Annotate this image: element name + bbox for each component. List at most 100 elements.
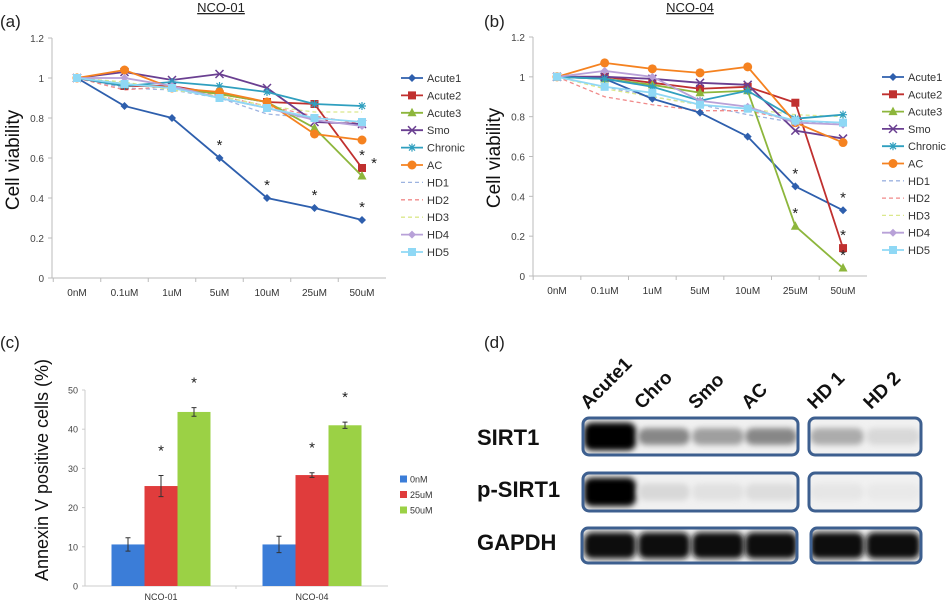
chart-b-legend-acute2-label: Acute2	[908, 89, 942, 101]
chart-b-y-tick-label: 0.4	[511, 192, 525, 203]
chart-b-x-tick-label: 0nM	[547, 286, 566, 297]
chart-b-series-hd5-marker	[600, 82, 609, 91]
blot-lane-label: Acute1	[577, 354, 637, 414]
chart-b-series-ac-marker	[743, 62, 753, 72]
chart-a-y-tick-label: 0.4	[30, 194, 44, 205]
chart-c-legend-label-0nm: 0nM	[410, 475, 428, 485]
chart-c-y-tick-label: 20	[68, 503, 78, 513]
chart-b: 0 0.2 0.4 0.6 0.8 1 1.2 0nM 0.1uM 1uM 5uM 10uM 25uM 5…	[511, 33, 946, 297]
blot-bands	[584, 477, 797, 507]
chart-a-legend-hd3-label: HD3	[427, 212, 449, 224]
chart-a-series-acute1-marker	[310, 204, 319, 212]
chart-b-significance-star: *	[840, 189, 846, 206]
chart-b-legend-ac-label: AC	[908, 159, 923, 171]
blot-frame	[807, 471, 923, 513]
chart-c-y-tick-label: 50	[68, 386, 78, 396]
chart-c-bar-50um	[177, 411, 211, 586]
chart-b-legend-hd5-label: HD5	[908, 245, 930, 257]
chart-a-series-hd5-marker	[358, 118, 366, 126]
chart-b-series-acute1-marker	[791, 182, 800, 191]
chart-a-x-tick-label: 25uM	[302, 288, 327, 299]
blot-membrane	[583, 418, 798, 455]
chart-a-legend-hd4-marker	[408, 230, 416, 239]
chart-c-y-tick-label: 0	[73, 582, 78, 592]
panel-label-c: (c)	[0, 333, 20, 352]
chart-b-y-tick-label: 0.2	[511, 232, 525, 243]
blot-lane-label: HD 1	[804, 368, 850, 414]
chart-a-legend-hd5-marker	[408, 248, 416, 256]
blot-band-ac	[745, 532, 796, 559]
chart-a-series-ac-marker	[310, 129, 319, 139]
chart-b-series-hd5-marker	[791, 116, 800, 125]
chart-a-series-acute3-marker	[310, 123, 319, 132]
chart-c-y-tick-label: 40	[68, 425, 78, 435]
chart-b-series-hd5-marker	[648, 88, 657, 97]
chart-a-series-hd5-marker	[168, 84, 176, 92]
chart-a-significance-star: *	[359, 199, 365, 216]
chart-b-significance-star: *	[840, 227, 846, 244]
chart-c-bar-0nm-error-bar	[125, 537, 131, 552]
chart-a-series-chronic-marker	[310, 100, 319, 108]
chart-b-x-tick-label: 5uM	[690, 286, 709, 297]
chart-c-significance-star: *	[191, 375, 197, 392]
blot-bands	[810, 483, 920, 501]
chart-c-bar-0nm-error-bar	[276, 535, 282, 554]
chart-a-series-chronic-marker	[263, 88, 271, 96]
chart-a-legend-acute1-label: Acute1	[427, 73, 461, 85]
blot-band-smo	[692, 483, 744, 501]
blot-frame	[580, 526, 799, 565]
chart-a-series-ac-marker	[120, 65, 129, 75]
blot-row-label: p-SIRT1	[477, 477, 560, 502]
chart-b-y-tick-label: 1.2	[511, 33, 525, 44]
chart-a-legend-ac-label: AC	[427, 160, 442, 172]
chart-b-series-hd5-marker	[696, 100, 705, 109]
chart-c-bar-25um	[144, 486, 178, 586]
chart-a-legend-ac-marker	[407, 160, 417, 170]
chart-a-legend-chronic-label: Chronic	[427, 143, 465, 155]
blot-row-label: SIRT1	[477, 425, 539, 450]
chart-b-legend-hd1-label: HD1	[908, 176, 930, 188]
chart-b-significance-star: *	[792, 165, 798, 182]
chart-c-bar-25um	[295, 475, 329, 586]
chart-a-series-acute1-marker	[358, 216, 366, 224]
chart-a-legend-hd2-label: HD2	[427, 195, 449, 207]
chart-c-legend-swatch-50um	[400, 506, 407, 514]
chart-b-legend-hd4-marker	[889, 228, 897, 237]
chart-b-series-ac-marker	[600, 58, 610, 68]
blot-band-acute1	[584, 422, 636, 451]
chart-b-series-acute3-marker	[790, 221, 800, 230]
chart-b-series-hd5-marker	[743, 104, 752, 113]
chart-b-legend-smo-label: Smo	[908, 124, 931, 136]
chart-a-legend-smo-label: Smo	[427, 125, 450, 137]
blot-frame	[809, 526, 923, 565]
chart-b-series-smo-marker	[790, 126, 800, 136]
chart-c-x-tick-label: NCO-04	[295, 592, 328, 602]
chart-a-significance-star: *	[359, 147, 365, 164]
chart-a-y-tick-label: 0.8	[30, 114, 44, 125]
chart-b-series-hd4-marker	[600, 66, 609, 75]
chart-a-y-tick-label: 0	[38, 274, 44, 285]
chart-b-y-tick-label: 0.8	[511, 113, 525, 124]
blot-membrane	[809, 418, 921, 455]
chart-b-series-smo-marker	[695, 78, 705, 88]
blot-band-hd1	[812, 532, 864, 559]
blot-band-ac	[745, 483, 797, 501]
chart-b-series-ac-marker	[838, 138, 848, 148]
chart-a-x-tick-label: 0nM	[67, 288, 86, 299]
chart-b-legend-smo-marker	[888, 124, 898, 134]
chart-b-legend-chronic-label: Chronic	[908, 141, 946, 153]
chart-b-series-acute2-marker	[791, 98, 800, 107]
chart-b-series-chronic-marker	[648, 82, 657, 91]
chart-b-legend-hd2-label: HD2	[908, 193, 930, 205]
blot-membrane	[583, 473, 798, 511]
chart-a-ylabel: Cell viability	[3, 109, 24, 210]
chart-b-series-chronic-marker	[839, 110, 848, 119]
blot-frame	[581, 471, 800, 513]
chart-a-title: NCO-01	[197, 0, 245, 15]
chart-a-series-acute1-marker	[215, 154, 224, 162]
chart-b-series-acute3-marker	[838, 263, 848, 272]
chart-c-y-tick-label: 10	[68, 542, 78, 552]
chart-b-x-tick-label: 10uM	[735, 286, 760, 297]
blot-band-acute1	[584, 532, 636, 559]
